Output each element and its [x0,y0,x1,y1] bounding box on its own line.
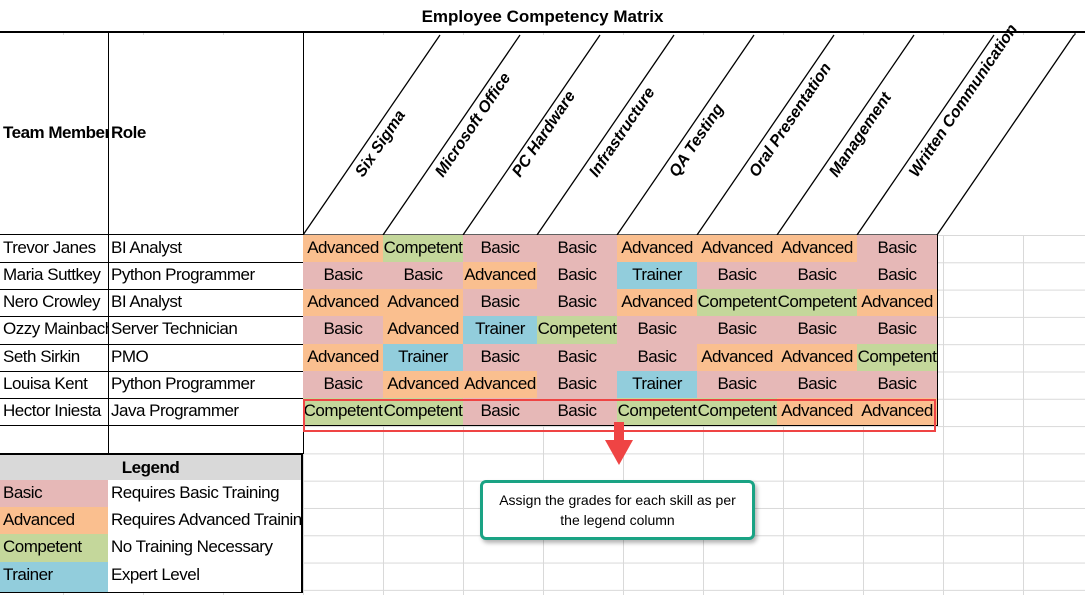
grade-cell[interactable]: Basic [537,371,618,399]
grade-cell[interactable]: Advanced [383,289,464,317]
grade-cell[interactable]: Basic [857,316,938,345]
grade-cell[interactable]: Advanced [383,316,464,345]
grade-cell[interactable]: Competent [857,344,938,372]
grade-cell[interactable]: Trainer [463,316,538,345]
grade-cell[interactable]: Basic [857,235,938,263]
skill-header[interactable]: Oral Presentation [746,60,835,180]
legend-title[interactable]: Legend [0,453,303,481]
grade-cell[interactable]: Competent [537,316,618,345]
legend-grade[interactable]: Basic [0,480,109,508]
grade-cell[interactable]: Basic [857,371,938,399]
grade-cell[interactable]: Basic [463,398,538,426]
grade-cell[interactable]: Competent [303,398,384,426]
grade-cell[interactable]: Basic [777,371,858,399]
grade-cell[interactable]: Basic [463,344,538,372]
team-member-cell[interactable]: Hector Iniesta [0,398,109,426]
team-member-cell[interactable]: Louisa Kent [0,371,109,399]
legend-description[interactable]: Requires Advanced Training [108,507,303,535]
team-member-cell[interactable]: Trevor Janes [0,235,109,263]
skill-header[interactable]: PC Hardware [509,88,579,180]
grade-cell[interactable]: Advanced [777,344,858,372]
grade-cell[interactable]: Advanced [463,262,538,290]
callout-note: Assign the grades for each skill as per … [480,480,755,540]
grade-cell[interactable]: Basic [537,398,618,426]
grade-cell[interactable]: Advanced [303,289,384,317]
grade-cell[interactable]: Basic [537,235,618,263]
grade-cell[interactable]: Basic [537,262,618,290]
grade-cell[interactable]: Advanced [857,398,938,426]
grade-cell[interactable]: Trainer [617,371,698,399]
empty-cell[interactable] [0,425,109,454]
grade-cell[interactable]: Basic [383,262,464,290]
skill-header[interactable]: Infrastructure [586,84,658,180]
team-member-cell[interactable]: Ozzy Mainbach [0,316,109,345]
grade-cell[interactable]: Trainer [617,262,698,290]
legend-grade[interactable]: Advanced [0,507,109,535]
legend-description[interactable]: Requires Basic Training [108,480,303,508]
role-cell[interactable]: BI Analyst [108,289,304,317]
grade-cell[interactable]: Basic [777,316,858,345]
skill-header[interactable]: Written Communication [906,21,1021,180]
grade-cell[interactable]: Trainer [383,344,464,372]
role-cell[interactable]: PMO [108,344,304,372]
grade-cell[interactable]: Advanced [303,235,384,263]
legend-grade[interactable]: Competent [0,534,109,563]
role-cell[interactable]: Java Programmer [108,398,304,426]
team-member-cell[interactable]: Maria Suttkey [0,262,109,290]
grade-cell[interactable]: Competent [697,398,778,426]
legend-description[interactable]: Expert Level [108,562,303,593]
empty-cell[interactable] [108,425,304,454]
header-role[interactable]: Role [108,33,304,235]
grade-cell[interactable]: Basic [537,344,618,372]
grade-cell[interactable]: Basic [777,262,858,290]
grade-cell[interactable]: Basic [303,262,384,290]
grade-cell[interactable]: Advanced [697,235,778,263]
header-background [0,35,1085,235]
skill-header[interactable]: Six Sigma [352,107,409,180]
grade-cell[interactable]: Basic [463,289,538,317]
arrow-down-icon [605,422,633,465]
grade-cell[interactable]: Basic [617,344,698,372]
grade-cell[interactable]: Advanced [617,289,698,317]
legend-description[interactable]: No Training Necessary [108,534,303,563]
header-team-member[interactable]: Team Member [0,33,109,235]
grade-cell[interactable]: Advanced [383,371,464,399]
grade-cell[interactable]: Competent [383,235,464,263]
role-cell[interactable]: Python Programmer [108,262,304,290]
grade-cell[interactable]: Basic [697,371,778,399]
team-member-cell[interactable]: Seth Sirkin [0,344,109,372]
grade-cell[interactable]: Advanced [617,235,698,263]
team-member-cell[interactable]: Nero Crowley [0,289,109,317]
grade-cell[interactable]: Basic [697,316,778,345]
grade-cell[interactable]: Basic [463,235,538,263]
grade-cell[interactable]: Advanced [697,344,778,372]
page-title: Employee Competency Matrix [0,0,1085,33]
skill-header[interactable]: QA Testing [666,101,727,180]
role-cell[interactable]: Python Programmer [108,371,304,399]
grade-cell[interactable]: Competent [697,289,778,317]
grade-cell[interactable]: Competent [777,289,858,317]
role-cell[interactable]: Server Technician [108,316,304,345]
role-cell[interactable]: BI Analyst [108,235,304,263]
grade-cell[interactable]: Basic [857,262,938,290]
grade-cell[interactable]: Basic [303,371,384,399]
grade-cell[interactable]: Advanced [777,398,858,426]
skill-header[interactable]: Microsoft Office [432,70,514,180]
grade-cell[interactable]: Basic [617,316,698,345]
grade-cell[interactable]: Basic [697,262,778,290]
grade-cell[interactable]: Advanced [777,235,858,263]
grade-cell[interactable]: Advanced [463,371,538,399]
legend-grade[interactable]: Trainer [0,562,109,593]
grade-cell[interactable]: Basic [537,289,618,317]
grade-cell[interactable]: Competent [383,398,464,426]
grade-cell[interactable]: Advanced [303,344,384,372]
grade-cell[interactable]: Advanced [857,289,938,317]
skill-header[interactable]: Management [826,89,895,180]
grade-cell[interactable]: Basic [303,316,384,345]
